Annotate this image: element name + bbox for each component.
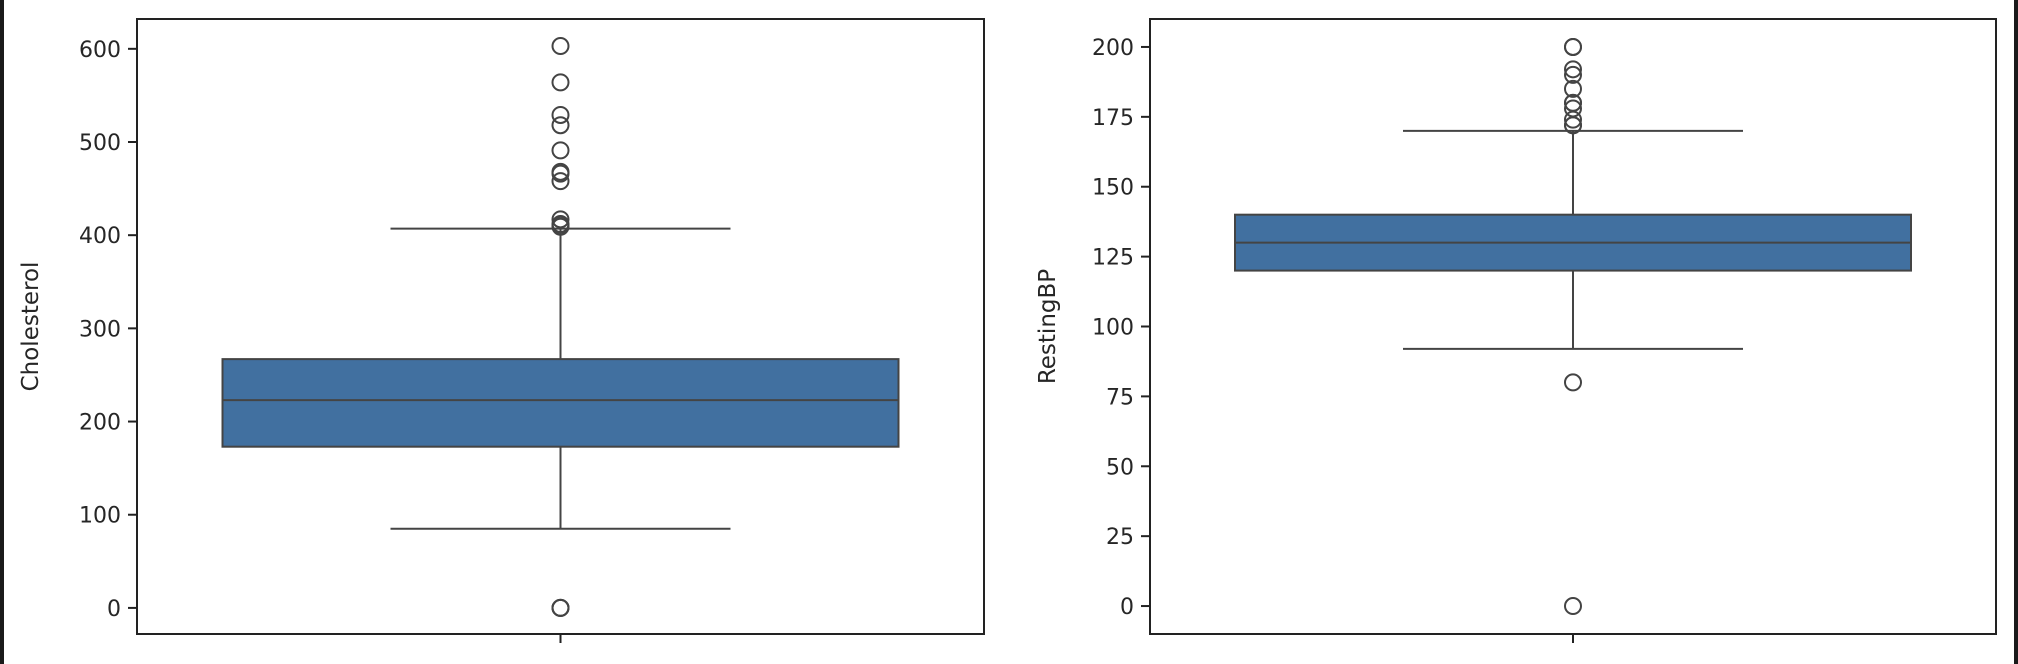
y-tick-label: 100 <box>1092 316 1134 341</box>
outlier-point <box>551 217 570 236</box>
outlier-point <box>551 73 570 92</box>
outlier-point <box>1564 79 1582 98</box>
y-tick-label: 50 <box>1106 455 1134 480</box>
y-tick-label: 150 <box>1092 176 1134 201</box>
outlier-point <box>1564 60 1582 79</box>
outlier-point <box>1564 65 1582 84</box>
y-tick-label: 600 <box>79 38 121 63</box>
y-tick-label: 200 <box>1092 36 1134 61</box>
y-axis-label: Cholesterol <box>18 262 44 392</box>
y-tick-label: 175 <box>1092 106 1134 131</box>
outlier-point <box>551 141 570 160</box>
outlier-point <box>1564 110 1582 129</box>
cholesterol-boxplot: 0 100 200 300 400 500 600 Cholesterol <box>18 18 985 643</box>
y-tick-label: 25 <box>1106 525 1134 550</box>
outlier-point <box>551 37 570 56</box>
outlier-point <box>551 164 570 183</box>
window-frame-right <box>2014 0 2018 664</box>
outlier-point <box>551 598 570 617</box>
y-tick-label: 500 <box>79 131 121 156</box>
outlier-point <box>551 105 570 124</box>
iqr-box <box>221 358 900 448</box>
y-axis-label: RestingBP <box>1035 269 1061 384</box>
outlier-point <box>551 116 570 135</box>
restingbp-boxplot: 0 25 50 75 100 125 150 175 200 RestingBP <box>1035 18 1997 643</box>
y-tick-label: 200 <box>79 411 121 436</box>
y-tick-label: 0 <box>1120 595 1134 620</box>
outlier-point <box>551 172 570 191</box>
y-tick-label: 125 <box>1092 246 1134 271</box>
y-tick-label: 400 <box>79 224 121 249</box>
window-frame-left <box>0 0 4 664</box>
y-tick-label: 100 <box>79 504 121 529</box>
outlier-point <box>551 210 570 229</box>
outlier-point <box>1564 37 1582 56</box>
y-tick-label: 0 <box>107 597 121 622</box>
outlier-point <box>1564 116 1582 135</box>
y-tick-label: 300 <box>79 317 121 342</box>
y-tick-label: 75 <box>1106 385 1134 410</box>
outlier-point <box>1564 597 1582 616</box>
outlier-point <box>1564 373 1582 392</box>
